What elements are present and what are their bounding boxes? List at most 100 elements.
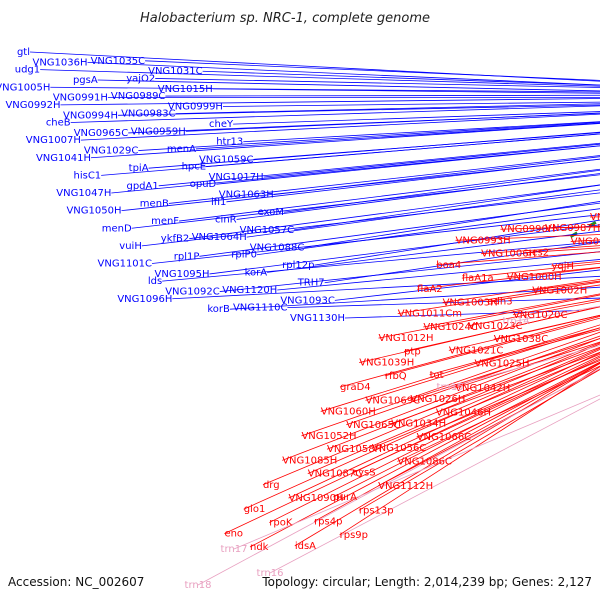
- label-leader-line: [97, 79, 600, 92]
- gene-label: VNG1029C: [84, 146, 139, 157]
- label-leader-line: [267, 230, 600, 273]
- gene-label: VNG0987H: [545, 223, 600, 234]
- gene-label: VNG1017H: [209, 172, 264, 183]
- gene-label: VNG1058H: [327, 444, 382, 455]
- label-leader-line: [121, 158, 600, 212]
- label-leader-line: [90, 123, 600, 159]
- label-leader-line: [243, 121, 600, 143]
- label-leader-line: [314, 219, 600, 266]
- gene-label: VNG0979H: [590, 212, 600, 223]
- rna-leader-line: [197, 368, 600, 586]
- gene-label: VNG1066C: [417, 432, 472, 443]
- gene-label: VNG1050H: [66, 206, 121, 217]
- gene-label: VNG1060H: [321, 406, 376, 417]
- label-leader-line: [145, 60, 600, 81]
- gc-skew-mark-outer: [588, 220, 597, 228]
- label-leader-line: [209, 224, 600, 275]
- gene-label: VNG1087C: [308, 469, 363, 480]
- gene-label: VNG0965C: [74, 128, 129, 139]
- gene-label: VNG1090H: [289, 493, 344, 504]
- gene-label: ptp: [404, 346, 421, 357]
- label-leader-line: [256, 208, 600, 256]
- gene-label: VNG1036H: [32, 57, 87, 68]
- label-leader-line: [282, 337, 600, 461]
- label-leader-lines: [29, 51, 600, 586]
- gene-label: VNG1015H: [158, 84, 213, 95]
- gene-label: VNG1000H: [507, 272, 562, 283]
- label-leader-line: [384, 317, 600, 377]
- label-leader-line: [233, 111, 600, 125]
- gene-label: yqjH: [551, 261, 574, 272]
- label-leader-line: [131, 174, 600, 229]
- label-leader-line: [359, 305, 600, 363]
- gene-label: VNG1088C: [250, 242, 305, 253]
- label-leader-line: [87, 62, 600, 86]
- gene-label: VNG1041H: [36, 153, 91, 164]
- gene-label: lfl1: [211, 197, 226, 208]
- gene-label: ndk: [250, 542, 269, 553]
- gene-label: VNG1005H: [0, 82, 50, 93]
- gene-label: gpdA1: [126, 181, 158, 192]
- accession-text: Accession: NC_002607: [8, 575, 144, 589]
- gene-label: gtl: [17, 47, 30, 58]
- label-leader-line: [229, 286, 600, 310]
- label-leader-line: [224, 355, 600, 535]
- gene-label: rps4p: [314, 516, 342, 527]
- gene-label: menF: [151, 216, 179, 227]
- gene-label: hisC1: [74, 170, 102, 181]
- gene-label: VNG1047H: [56, 188, 111, 199]
- gene-label: adh3: [487, 296, 512, 307]
- gene-label: VNG1042H: [455, 383, 510, 394]
- label-leader-line: [179, 168, 600, 222]
- gene-label: VNG1130H: [290, 313, 345, 324]
- gene-label: drg: [263, 480, 280, 491]
- gene-label: VNG1011Cm: [398, 309, 462, 320]
- gene-label: VNG0983C: [121, 109, 176, 120]
- gene-label: VNG1023C: [468, 321, 523, 332]
- gene-label: VNG1101C: [98, 259, 153, 270]
- label-leader-line: [189, 184, 600, 240]
- label-leader-line: [40, 69, 600, 87]
- label-leader-line: [246, 189, 600, 238]
- gene-label: rplP0: [231, 250, 257, 261]
- gene-label: rpl12p: [282, 260, 314, 271]
- gene-label: vuiH: [119, 241, 142, 252]
- gene-label: VNG1026H: [410, 394, 465, 405]
- gene-label: flaA2: [417, 284, 443, 295]
- gene-label: menD: [102, 223, 132, 234]
- gene-label: eno: [224, 529, 243, 540]
- label-leader-line: [226, 158, 600, 203]
- gene-label: VNG0993H: [456, 235, 511, 246]
- gene-label: VNG1007H: [26, 135, 81, 146]
- gene-label: pgsA: [73, 75, 98, 86]
- label-leader-line: [378, 294, 600, 339]
- gene-label: korB: [207, 304, 230, 315]
- label-leader-line: [277, 259, 600, 291]
- label-leader-line: [320, 324, 600, 412]
- label-leader-line: [151, 214, 600, 264]
- gene-label: VNG1020C: [513, 310, 568, 321]
- label-leader-line: [352, 358, 600, 473]
- label-leader-line: [429, 327, 600, 376]
- label-leader-line: [29, 51, 600, 82]
- gene-label: cheY: [209, 119, 234, 130]
- gene-label: VNG1038C: [494, 334, 549, 345]
- label-leader-line: [304, 201, 600, 248]
- rna-leader-line: [269, 398, 600, 574]
- gene-label: menA: [167, 144, 196, 155]
- gene-label: VNG1096H: [117, 294, 172, 305]
- label-leader-line: [236, 173, 600, 220]
- label-leader-line: [111, 145, 600, 194]
- gene-label: exoM: [258, 207, 284, 218]
- gene-label: VNG1093C: [280, 295, 335, 306]
- gene-label: acs2: [526, 248, 549, 259]
- label-leader-line: [273, 156, 600, 196]
- label-leader-line: [324, 241, 600, 284]
- gene-label: opuD: [190, 179, 217, 190]
- label-leader-line: [219, 251, 600, 292]
- gene-label: VNG1006H: [481, 249, 536, 260]
- label-leader-line: [60, 98, 600, 106]
